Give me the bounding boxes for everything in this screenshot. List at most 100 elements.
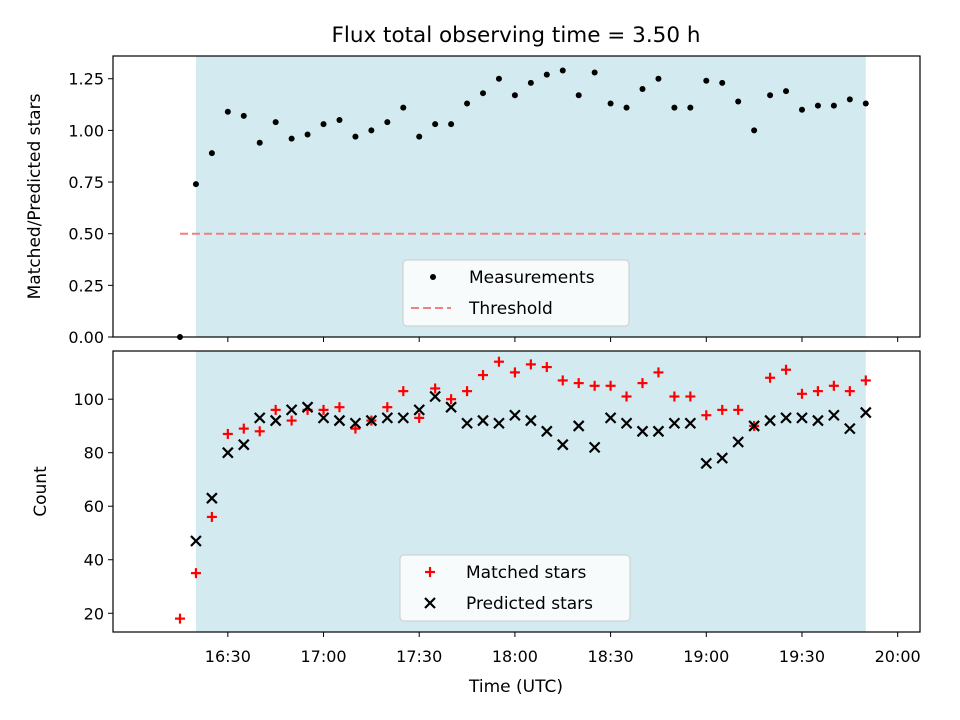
measurement-point [384,119,391,126]
predicted-point [461,417,473,430]
predicted-point [317,412,330,424]
y-tick-label: 1.25 [68,70,104,89]
predicted-point [365,414,378,427]
predicted-mark-b [333,414,346,427]
matched-point [669,391,680,402]
y-tick-label: 0.50 [68,225,104,244]
predicted-mark-b [859,406,872,419]
predicted-point [238,438,250,451]
predicted-point [381,412,394,424]
x-tick-label: 19:00 [683,647,729,666]
predicted-mark-b [684,417,697,430]
matched-point [382,402,393,413]
predicted-point [588,441,601,454]
y-tick-label: 0.25 [68,276,104,295]
measurement-point [432,121,439,128]
measurement-point [751,127,758,134]
predicted-point [844,422,856,435]
matched-point [541,362,552,373]
legend-box [399,554,631,622]
measurement-point [527,79,534,86]
predicted-mark-b [381,412,394,424]
measurement-point [767,92,774,99]
legend: Matched stars Predicted stars [399,554,631,622]
y-tick-label: 40 [84,551,104,570]
matched-point [589,380,600,391]
predicted-mark-b [509,409,521,422]
matched-point [446,394,457,405]
predicted-point [828,409,840,422]
y-tick-label: 1.00 [68,121,104,140]
matched-point [717,404,728,415]
predicted-point [541,425,553,438]
x-tick-label: 18:30 [588,647,634,666]
predicted-point [269,414,282,427]
matched-point [781,364,792,375]
measurement-point [495,75,502,82]
measurement-point [272,119,279,126]
matched-point [478,370,489,381]
predicted-mark-b [365,414,378,427]
predicted-point [429,390,441,403]
predicted-point [859,406,872,419]
measurement-point [687,104,694,111]
matched-point [573,378,584,389]
predicted-mark-b [445,401,457,413]
predicted-point [413,404,425,416]
matched-point [254,426,265,437]
predicted-mark-b [572,420,585,432]
predicted-mark-b [317,412,330,424]
measurement-point [671,104,678,111]
legend: Measurements Threshold [402,259,630,327]
predicted-mark-b [556,438,569,451]
matched-point [398,386,409,397]
predicted-point [764,414,776,427]
measurement-point [607,100,614,107]
x-axis-label: Time (UTC) [468,677,563,697]
y-tick-label: 80 [84,444,104,463]
measurement-point [240,112,247,119]
measurement-point [192,181,199,188]
predicted-mark-b [844,422,856,435]
measurement-point [559,67,566,74]
count-panel: 20 40 60 80 100 16:30 17:00 17:30 18:00 18:30 19:0… [31,350,921,666]
predicted-point [349,417,362,430]
matched-point [701,410,712,421]
predicted-point [732,436,744,448]
matched-point [286,415,297,426]
matched-point [812,386,823,397]
measurement-point [256,139,263,146]
matched-point [685,391,696,402]
predicted-mark-b [493,417,505,430]
legend-label: Threshold [468,299,553,319]
matched-point [270,404,281,415]
legend-predicted-marker [424,597,436,609]
measurement-point [862,100,869,107]
y-tick-label: 0.75 [68,173,104,192]
measurement-point [511,92,518,99]
y-tick-label: 20 [84,604,104,623]
predicted-point [636,425,649,438]
legend-label: Predicted stars [466,594,593,614]
matched-point [860,375,871,386]
predicted-point [700,457,713,470]
predicted-point [780,412,792,424]
matched-point [190,568,201,579]
predicted-point [397,412,410,424]
predicted-mark-b [541,425,553,438]
legend-measurement-marker [430,274,436,280]
y-axis-label: Matched/Predicted stars [25,93,45,299]
matched-point [493,356,504,367]
predicted-point [509,409,521,422]
predicted-mark-b [429,390,441,403]
predicted-point [477,414,489,427]
matched-point [525,359,536,370]
predicted-mark-b [780,412,792,424]
predicted-mark-b [349,417,362,430]
predicted-mark-b [652,425,665,438]
matched-point [557,375,568,386]
measurement-point [320,121,327,128]
measurement-point [288,135,295,142]
predicted-mark-b [206,492,218,504]
